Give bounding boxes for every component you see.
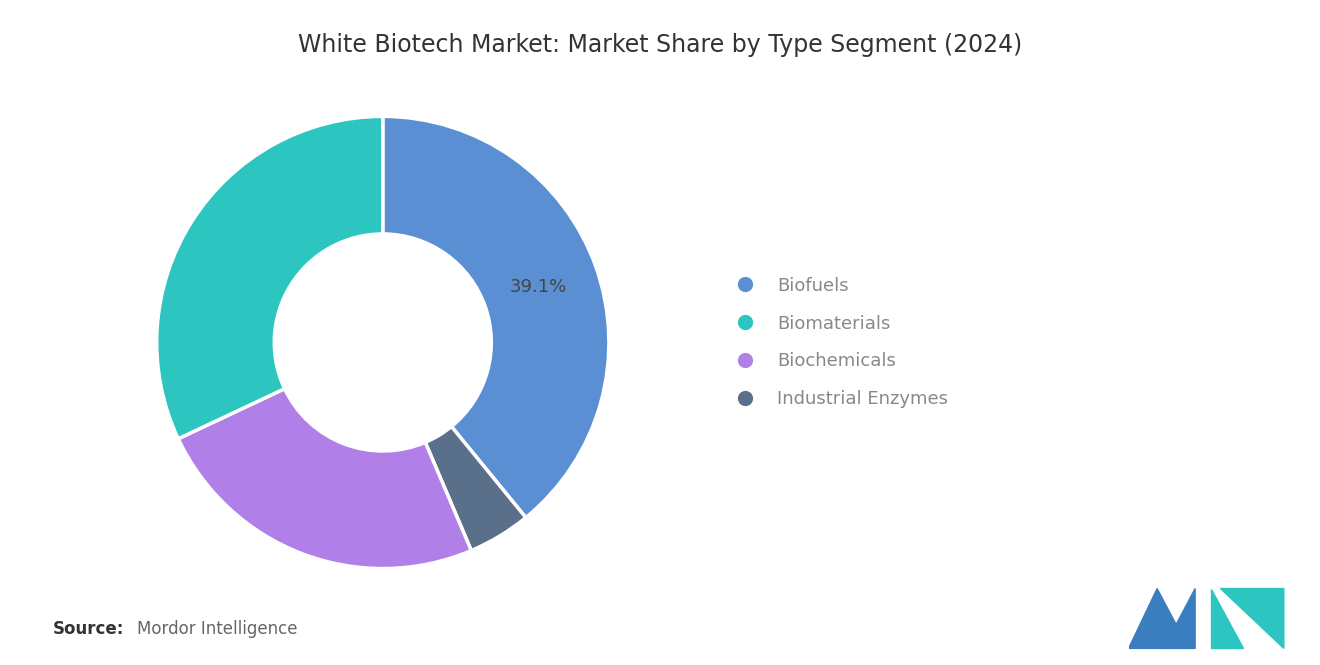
Polygon shape: [1210, 589, 1242, 648]
Polygon shape: [1163, 589, 1195, 648]
Wedge shape: [178, 388, 471, 569]
Text: Source:: Source:: [53, 620, 124, 638]
Text: 39.1%: 39.1%: [510, 278, 566, 296]
Wedge shape: [425, 426, 525, 551]
Wedge shape: [383, 116, 609, 517]
Text: White Biotech Market: Market Share by Type Segment (2024): White Biotech Market: Market Share by Ty…: [298, 33, 1022, 57]
Wedge shape: [157, 116, 383, 439]
Text: Mordor Intelligence: Mordor Intelligence: [137, 620, 298, 638]
Legend: Biofuels, Biomaterials, Biochemicals, Industrial Enzymes: Biofuels, Biomaterials, Biochemicals, In…: [719, 269, 956, 416]
Polygon shape: [1129, 589, 1189, 648]
Polygon shape: [1221, 589, 1284, 648]
